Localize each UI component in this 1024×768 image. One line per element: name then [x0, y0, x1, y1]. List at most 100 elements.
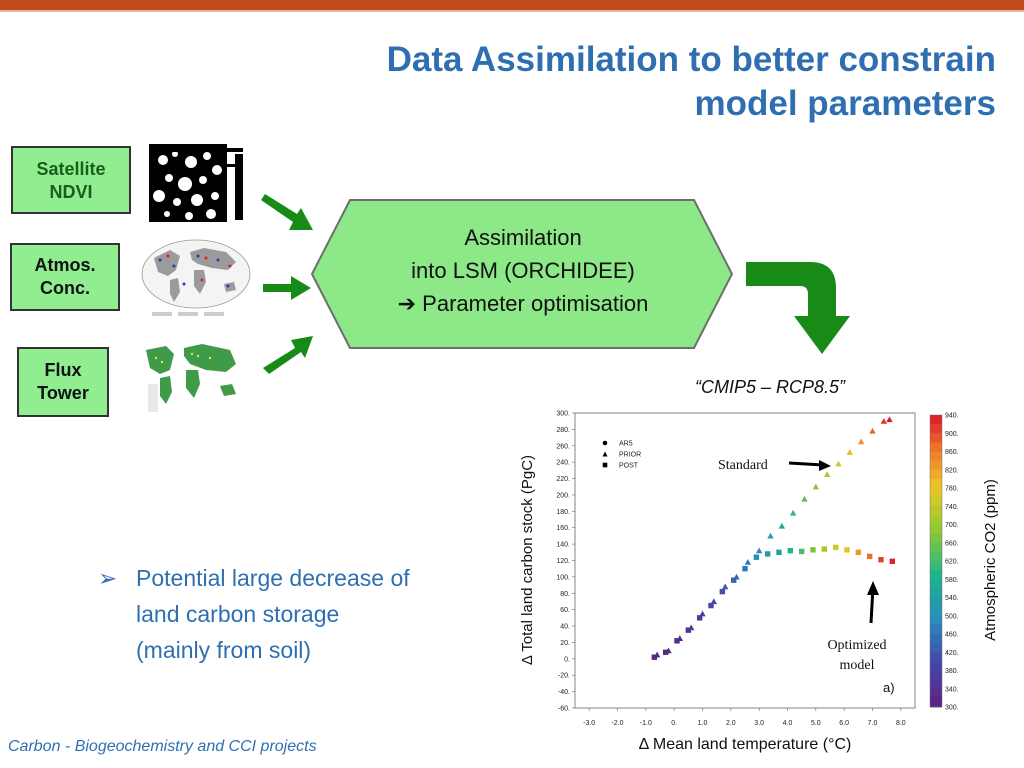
post-point	[730, 577, 737, 583]
colorbar-segment	[930, 451, 942, 462]
y-tick-label: 120.	[556, 558, 570, 565]
colorbar-tick-label: 420.	[945, 650, 959, 657]
y-tick-label: -40.	[558, 689, 570, 696]
x-tick-label: 1.0	[698, 720, 708, 727]
post-point	[742, 565, 748, 572]
footer-text: Carbon - Biogeochemistry and CCI project…	[8, 738, 317, 755]
source-label-line: Satellite	[36, 159, 106, 179]
legend-marker-square	[602, 462, 608, 468]
y-tick-label: 100.	[556, 574, 570, 581]
process-text: Assimilation into LSM (ORCHIDEE) ➔ Param…	[320, 221, 726, 320]
prior-point	[755, 547, 763, 554]
y-tick-label: 80.	[560, 591, 570, 598]
prior-point	[699, 610, 706, 617]
post-point	[844, 547, 850, 553]
top-accent-line	[0, 10, 1024, 12]
colorbar-tick-label: 500.	[945, 613, 959, 620]
colorbar-segment	[930, 469, 942, 480]
colorbar-segment	[930, 515, 942, 525]
colorbar-segment	[930, 634, 942, 644]
process-line: into LSM (ORCHIDEE)	[411, 258, 635, 283]
source-label-line: Conc.	[39, 278, 90, 298]
title-line-2: model parameters	[694, 84, 996, 123]
colorbar-segment	[930, 597, 942, 608]
colorbar-segment	[930, 524, 942, 535]
colorbar-segment	[930, 588, 942, 598]
prior-point	[778, 522, 786, 529]
colorbar-segment	[930, 697, 942, 708]
post-point	[776, 549, 782, 556]
top-accent-bar	[0, 0, 1024, 10]
y-tick-label: 220.	[556, 476, 570, 483]
prior-point	[880, 417, 888, 424]
colorbar-tick-label: 900.	[945, 431, 959, 438]
post-point	[855, 549, 862, 556]
plot-area	[574, 412, 916, 709]
ndvi-map-image	[145, 140, 247, 226]
post-point	[708, 602, 714, 609]
x-tick-label: 2.0	[726, 720, 736, 727]
y-tick-label: 140.	[556, 542, 570, 549]
y-axis-label: Δ Total land carbon stock (PgC)	[519, 455, 536, 665]
y-tick-label: 300.	[556, 411, 570, 418]
colorbar-frame	[929, 414, 943, 708]
legend-marker-triangle	[602, 451, 608, 457]
bullet-line: Potential large decrease of	[136, 565, 410, 591]
atmos-stations-map-image	[141, 239, 251, 316]
prior-point	[812, 483, 820, 490]
bent-arrow-icon	[746, 262, 850, 354]
colorbar-segment	[930, 415, 942, 425]
x-tick-label: 6.0	[839, 720, 849, 727]
arrow-icon	[263, 276, 311, 300]
legend-label: PRIOR	[619, 452, 641, 459]
prior-point	[886, 416, 893, 423]
colorbar-segment	[930, 688, 942, 699]
colorbar-segment	[930, 624, 942, 635]
prior-point	[835, 460, 842, 467]
colorbar-tick-label: 860.	[945, 449, 959, 456]
prior-point	[721, 583, 729, 590]
x-tick-label: -2.0	[611, 720, 623, 727]
title-line-1: Data Assimilation to better constrain	[386, 40, 996, 79]
annotation-optimized-line: Optimized	[827, 638, 886, 653]
source-box-flux-tower: Flux Tower	[17, 347, 109, 417]
y-tick-label: -60.	[558, 706, 570, 713]
colorbar-segment	[930, 670, 942, 681]
prior-point	[846, 449, 854, 455]
y-tick-label: 200.	[556, 492, 570, 499]
post-point	[821, 546, 828, 552]
slide-title: Data Assimilation to better constrain mo…	[276, 38, 996, 126]
x-tick-label: 4.0	[783, 720, 793, 727]
colorbar-tick-label: 540.	[945, 595, 959, 602]
y-tick-label: 160.	[556, 525, 570, 532]
bullet-text: Potential large decrease of land carbon …	[136, 560, 496, 668]
standard-arrow-icon	[788, 461, 824, 467]
colorbar-segment	[930, 433, 942, 443]
colorbar-tick-label: 300.	[945, 705, 959, 712]
colorbar-segment	[930, 570, 942, 580]
post-point	[674, 638, 680, 644]
prior-point	[744, 558, 752, 565]
source-label-line: Flux	[44, 360, 82, 380]
post-point	[832, 544, 839, 551]
x-tick-label: 8.0	[896, 720, 906, 727]
source-box-atmos-conc: Atmos. Conc.	[10, 243, 120, 311]
source-label-line: Atmos.	[34, 255, 96, 275]
bullet-marker-icon: ➢	[98, 565, 118, 591]
y-tick-label: 240.	[556, 460, 570, 467]
colorbar-tick-label: 660.	[945, 540, 959, 547]
post-point	[753, 554, 760, 560]
carbon-temperature-scatter-chart: 300. 280. 260. 240. 220. 200. 180. 160. 140. 120.…	[505, 405, 1000, 760]
colorbar-segment	[930, 533, 942, 544]
source-label-line: Tower	[37, 383, 89, 403]
legend-label: AR5	[619, 441, 633, 448]
colorbar-label: Atmospheric CO2 (ppm)	[982, 479, 999, 641]
colorbar-tick-label: 700.	[945, 522, 959, 529]
prior-point	[869, 427, 876, 434]
colorbar-tick-label: 820.	[945, 467, 959, 474]
post-point	[719, 588, 726, 595]
colorbar-tick-label: 780.	[945, 486, 959, 493]
colorbar-segment	[930, 460, 942, 471]
process-line: ➔ Parameter optimisation	[397, 291, 649, 316]
annotation-optimized-line: model	[840, 658, 875, 673]
